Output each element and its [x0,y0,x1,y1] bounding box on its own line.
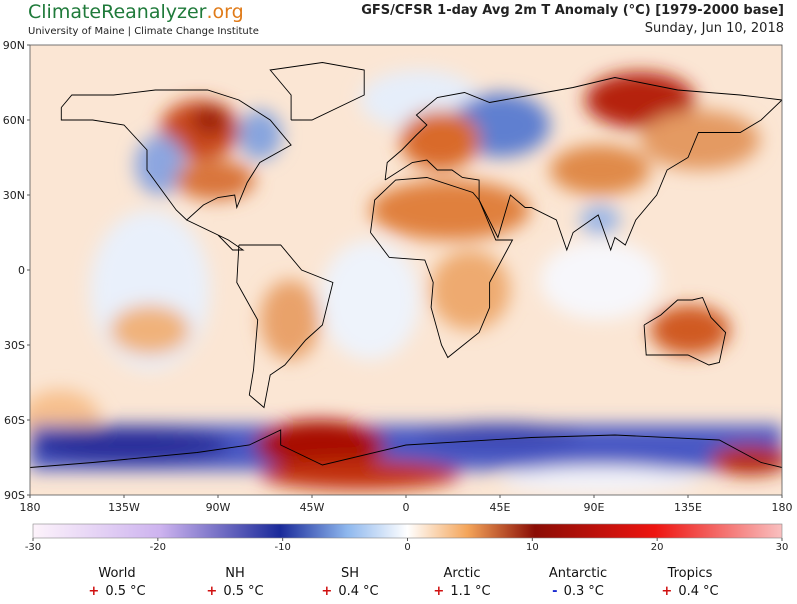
colorbar-tick-label: -10 [274,542,290,553]
lat-label: 90S [4,489,25,502]
colorbar-tick-label: -30 [25,542,41,553]
lat-label: 0 [18,264,25,277]
stat-name: World [98,566,135,581]
lon-label: 180 [772,501,793,514]
stat-value: +1.1 °C [433,584,490,599]
stat-unit: °C [588,584,604,599]
coastline [384,77,782,252]
colorbar-tick-label: 30 [776,542,789,553]
stat-value: +0.4 °C [321,584,378,599]
lon-label: 45E [490,501,511,514]
stat-unit: °C [130,584,146,599]
stat-unit: °C [475,584,491,599]
coastlines [30,62,782,468]
lon-label: 90E [584,501,605,514]
colorbar-tick-label: 10 [526,542,539,553]
stat-name: Tropics [667,566,713,581]
lon-label: 0 [403,501,410,514]
coastline [370,177,514,359]
stat-name: Antarctic [549,566,607,581]
map [30,45,782,495]
lat-label: 30S [4,339,25,352]
stat-value: -0.3 °C [552,584,604,599]
lat-label: 60N [3,114,25,127]
stat-number: 0.5 [223,584,244,599]
stat-value: +0.4 °C [661,584,718,599]
anomaly-field [30,70,782,494]
stat-sign: + [88,584,99,599]
coastline [269,62,365,121]
colorbar-tick-label: 20 [651,542,664,553]
title: GFS/CFSR 1-day Avg 2m T Anomaly (°C) [19… [361,3,784,18]
stat-sign: - [552,584,557,599]
stat-name: SH [341,566,359,581]
site-name[interactable]: ClimateReanalyzer [28,1,207,23]
stat-name: Arctic [444,566,481,581]
stat-number: 0.3 [564,584,585,599]
stat-number: 0.4 [338,584,359,599]
stat-number: 0.4 [678,584,699,599]
coastline [643,296,727,366]
stat-unit: °C [363,584,379,599]
stat-number: 0.5 [105,584,126,599]
coastline [60,89,292,251]
lat-label: 30N [3,189,25,202]
lon-label: 45W [300,501,325,514]
stat-value: +0.5 °C [88,584,145,599]
stat-unit: °C [703,584,719,599]
stat-number: 1.1 [450,584,471,599]
stat-sign: + [661,584,672,599]
affiliation: University of Maine | Climate Change Ins… [28,26,259,37]
stat-sign: + [206,584,217,599]
stat-unit: °C [248,584,264,599]
stat-sign: + [321,584,332,599]
coastline [30,429,782,468]
stat-name: NH [225,566,245,581]
date: Sunday, Jun 10, 2018 [645,21,784,36]
coastline [236,244,334,409]
lat-label: 60S [4,414,25,427]
stat-value: +0.5 °C [206,584,263,599]
lon-label: 135E [674,501,702,514]
lon-label: 90W [206,501,231,514]
lat-label: 90N [3,39,25,52]
stat-sign: + [433,584,444,599]
colorbar [32,523,783,539]
site-suffix[interactable]: .org [206,1,243,23]
colorbar-tick-label: -20 [150,542,166,553]
colorbar-tick-label: 0 [404,542,410,553]
lon-label: 180 [20,501,41,514]
lon-label: 135W [108,501,140,514]
